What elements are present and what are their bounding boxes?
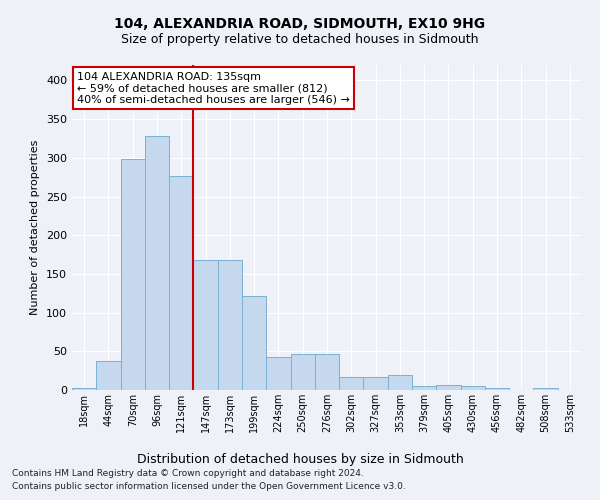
Text: Contains HM Land Registry data © Crown copyright and database right 2024.: Contains HM Land Registry data © Crown c…: [12, 468, 364, 477]
Bar: [533, 388, 558, 390]
Bar: [315, 354, 339, 390]
Bar: [364, 377, 388, 390]
Bar: [339, 377, 364, 390]
Text: 104 ALEXANDRIA ROAD: 135sqm
← 59% of detached houses are smaller (812)
40% of se: 104 ALEXANDRIA ROAD: 135sqm ← 59% of det…: [77, 72, 350, 104]
Y-axis label: Number of detached properties: Number of detached properties: [31, 140, 40, 315]
Bar: [388, 376, 412, 390]
Bar: [485, 388, 509, 390]
Bar: [266, 356, 290, 390]
Text: Size of property relative to detached houses in Sidmouth: Size of property relative to detached ho…: [121, 32, 479, 46]
Bar: [121, 160, 145, 390]
Bar: [169, 176, 193, 390]
Bar: [218, 260, 242, 390]
Bar: [242, 296, 266, 390]
Bar: [72, 388, 96, 390]
Bar: [461, 386, 485, 390]
Bar: [193, 260, 218, 390]
Bar: [290, 354, 315, 390]
Text: 104, ALEXANDRIA ROAD, SIDMOUTH, EX10 9HG: 104, ALEXANDRIA ROAD, SIDMOUTH, EX10 9HG: [115, 18, 485, 32]
Bar: [96, 360, 121, 390]
Text: Contains public sector information licensed under the Open Government Licence v3: Contains public sector information licen…: [12, 482, 406, 491]
Bar: [436, 386, 461, 390]
Text: Distribution of detached houses by size in Sidmouth: Distribution of detached houses by size …: [137, 452, 463, 466]
Bar: [412, 386, 436, 390]
Bar: [145, 136, 169, 390]
